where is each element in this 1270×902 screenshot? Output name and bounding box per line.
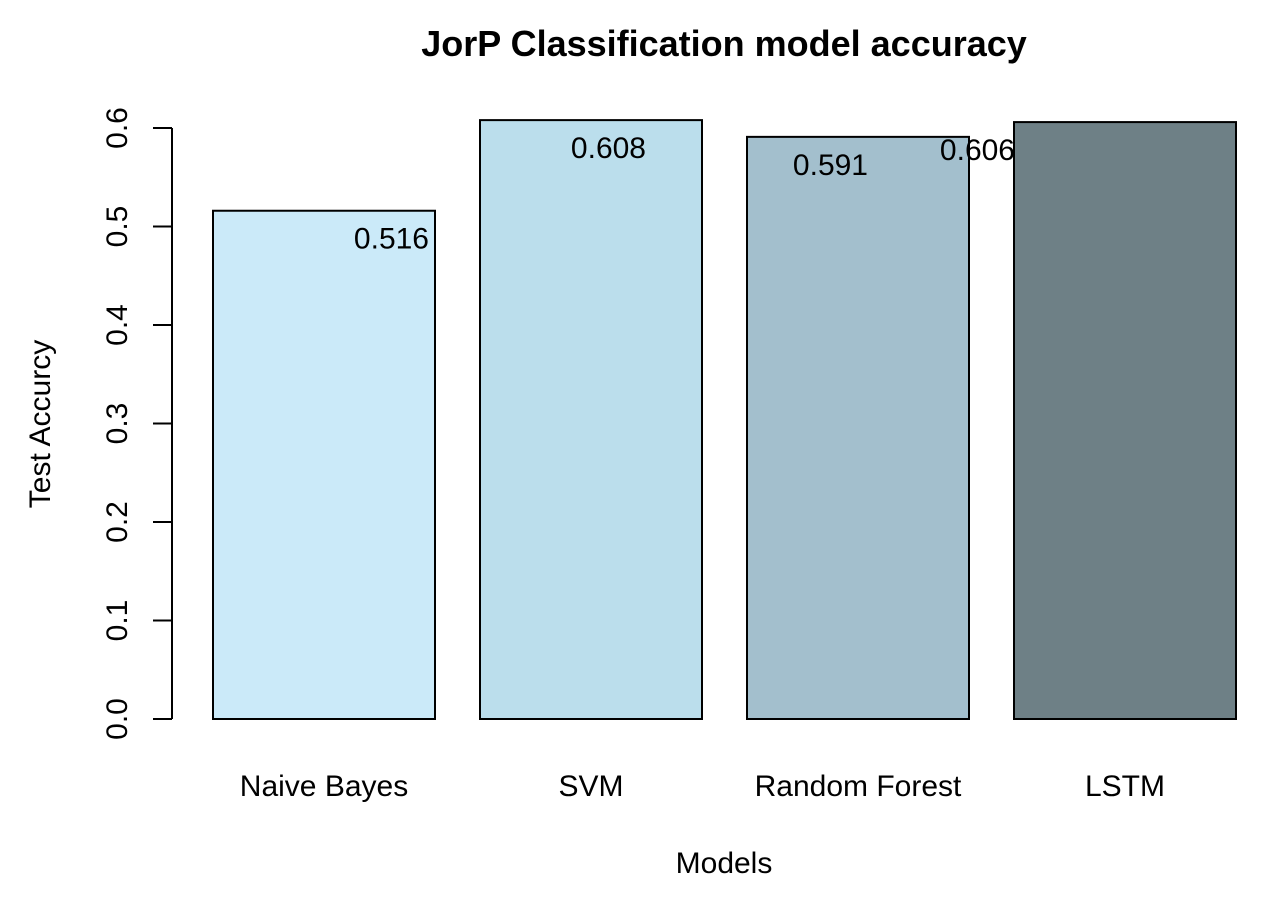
- bar-random-forest: [746, 135, 970, 721]
- chart-title: JorP Classification model accuracy: [421, 23, 1027, 64]
- data-label: 0.606: [940, 134, 1015, 167]
- y-axis-label: Test Accurcy: [24, 340, 57, 508]
- bar-svm: [479, 119, 703, 721]
- data-labels: 0.516 0.608 0.591 0.606: [354, 132, 1015, 256]
- bar-naive-bayes: [212, 209, 436, 721]
- y-tick-label: 0.5: [101, 206, 134, 248]
- bar-lstm: [1013, 121, 1237, 720]
- y-tick-label: 0.6: [101, 107, 134, 149]
- data-label: 0.516: [354, 223, 429, 256]
- y-tick-label: 0.2: [101, 501, 134, 543]
- x-tick-label: Naive Bayes: [240, 770, 408, 803]
- bars: [212, 119, 1237, 721]
- y-tick-label: 0.1: [101, 600, 134, 642]
- x-tick-label: Random Forest: [755, 770, 962, 803]
- x-tick-label: LSTM: [1085, 770, 1165, 803]
- y-tick-label: 0.3: [101, 403, 134, 445]
- data-label: 0.591: [793, 149, 868, 182]
- y-tick-label: 0.0: [101, 698, 134, 740]
- x-axis-label: Models: [676, 847, 773, 880]
- y-tick-label: 0.4: [101, 304, 134, 346]
- x-tick-labels: Naive Bayes SVM Random Forest LSTM: [240, 770, 1165, 803]
- x-tick-label: SVM: [558, 770, 623, 803]
- y-axis: 0.0 0.1 0.2 0.3 0.4 0.5 0.6: [101, 107, 173, 740]
- data-label: 0.608: [571, 132, 646, 165]
